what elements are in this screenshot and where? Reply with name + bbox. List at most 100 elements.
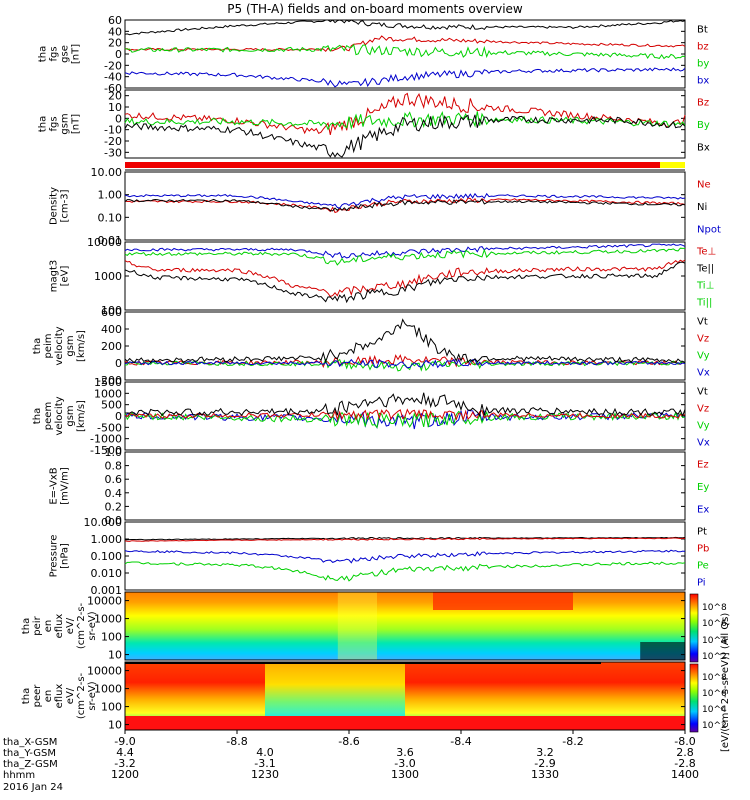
- series-temperature-Te||: [124, 261, 686, 304]
- x-row-3-value-3: 1330: [531, 768, 559, 781]
- colorbar-peer-tick-4: 10^2: [702, 721, 727, 731]
- y-tick-label-peem-velocity-3: 0: [115, 410, 122, 423]
- legend-pressure-3: Pi: [697, 578, 706, 589]
- peir-eflux-noise-region: [640, 642, 685, 660]
- y-tick-label-pressure-0: 10.000: [84, 516, 123, 529]
- y-tick-label-fgs-gsm-0: 20: [108, 90, 122, 103]
- y-tick-label-peem-velocity-2: 500: [101, 399, 122, 412]
- legend-fgs-gse-1: bz: [697, 42, 709, 53]
- legend-pressure-1: Pb: [697, 544, 709, 555]
- y-tick-label-pressure-2: 0.100: [91, 550, 123, 563]
- panel-frame-peer-eflux: [124, 661, 686, 731]
- x-row-label-0: tha_X-GSM: [3, 737, 57, 748]
- panel-frame-efield: [124, 451, 686, 521]
- y-tick-label-fgs-gsm-5: -30: [104, 146, 122, 159]
- x-row-label-1: tha_Y-GSM: [3, 748, 56, 759]
- series-temperature-Te⊥: [124, 259, 686, 298]
- y-label-peem-velocity-4: [km/s]: [76, 400, 87, 432]
- legend-temperature-1: Te||: [696, 264, 714, 275]
- x-row-label-3: hhmm: [3, 770, 35, 781]
- y-label-peir-eflux-4: eV/: [65, 617, 76, 634]
- x-tick-label-0: -9.0: [114, 735, 135, 748]
- y-label-peer-eflux-1: peer: [32, 684, 43, 708]
- quality-bar-yellow: [660, 162, 685, 168]
- y-tick-label-peem-velocity-0: 1500: [94, 376, 122, 389]
- y-label-peir-eflux-0: tha: [21, 618, 32, 634]
- legend-peim-velocity-2: Vy: [697, 351, 710, 362]
- y-tick-label-efield-4: 0.2: [105, 500, 123, 513]
- x-tick-label-4: -8.2: [562, 735, 583, 748]
- series-pressure-Pe: [124, 561, 686, 582]
- x-row-3-value-1: 1230: [251, 768, 279, 781]
- y-tick-label-fgs-gse-5: -40: [104, 71, 122, 84]
- x-row-1-value-0: 4.4: [116, 746, 134, 759]
- legend-peem-velocity-0: Vt: [697, 387, 708, 398]
- panel-frame-fgs-gsm: [124, 89, 686, 159]
- peir-eflux-hot-region: [433, 592, 573, 610]
- peir-eflux-dip-region: [337, 592, 377, 660]
- y-label-peem-velocity-3: gsm: [65, 405, 76, 426]
- x-row-2-value-3: -2.9: [534, 757, 555, 770]
- y-label-peir-eflux-6: sr-eV): [87, 611, 98, 640]
- y-label-fgs-gse-0: tha: [38, 46, 49, 62]
- y-label-peem-velocity-2: velocity: [54, 396, 65, 435]
- y-tick-label-peem-velocity-6: -1500: [90, 444, 122, 457]
- x-axis-labels: -9.0 -8.8 -8.6 -8.4 -8.2 -8.0 tha_X-GSMtha_Y-G…: [3, 730, 699, 793]
- legend-peem-velocity-1: Vz: [697, 404, 709, 415]
- x-row-1-value-4: 2.8: [676, 746, 694, 759]
- y-label-peim-velocity-1: peim: [43, 333, 54, 358]
- legend-temperature-2: Ti⊥: [696, 281, 714, 292]
- x-axis-date: 2016 Jan 24: [3, 782, 63, 793]
- series-peem-velocity-Vt: [124, 392, 686, 418]
- y-tick-label-peer-eflux-3: 10: [108, 719, 122, 732]
- legend-pressure-2: Pe: [697, 561, 709, 572]
- y-label-peim-velocity-2: velocity: [54, 326, 65, 365]
- series-fgs-gsm-Bx: [124, 114, 686, 158]
- y-tick-label-peem-velocity-1: 1000: [94, 387, 122, 400]
- panel-frame-temperature: [124, 241, 686, 311]
- y-label-pressure-1: [nPa]: [60, 543, 71, 569]
- series-peim-velocity-Vx: [124, 358, 686, 369]
- colorbar-peer-gradient: [689, 663, 699, 733]
- legend-peem-velocity-2: Vy: [697, 421, 710, 432]
- peir-eflux-spectrogram: [125, 592, 685, 660]
- y-label-peir-eflux-3: eflux: [54, 614, 65, 639]
- x-tick-label-1: -8.8: [226, 735, 247, 748]
- y-label-fgs-gsm-2: gsm: [60, 113, 71, 134]
- series-peim-velocity-Vz: [124, 354, 686, 369]
- y-tick-label-efield-5: 0.0: [105, 514, 123, 527]
- y-tick-label-peer-eflux-1: 1000: [94, 683, 122, 696]
- colorbar-peir-tick-3: 10^4: [702, 636, 727, 646]
- panel-peer-eflux: 10000 1000 100 10 tha peer en eflux eV/(cm^2-s-s…: [21, 661, 686, 732]
- y-label-peem-velocity-1: peem: [43, 402, 54, 430]
- series-pressure-Pi: [124, 549, 686, 564]
- legend-peem-velocity-3: Vx: [697, 438, 710, 449]
- y-label-fgs-gse-1: fgs: [49, 46, 60, 61]
- y-label-peer-eflux-3: eflux: [54, 684, 65, 709]
- legend-temperature-0: Te⊥: [696, 247, 716, 258]
- y-label-fgs-gsm-3: [nT]: [71, 114, 82, 134]
- legend-fgs-gse-2: by: [697, 59, 709, 70]
- legend-fgs-gse-0: Bt: [697, 25, 708, 36]
- y-label-temperature-0: magt3: [49, 260, 60, 293]
- legend-fgs-gsm-1: By: [697, 120, 710, 131]
- legend-peim-velocity-0: Vt: [697, 317, 708, 328]
- series-temperature-Ti||: [124, 247, 685, 266]
- colorbar-peer-tick-3: 10^4: [702, 705, 727, 715]
- series-pressure-Pb: [124, 537, 686, 542]
- y-tick-label-efield-0: 1.0: [105, 446, 123, 459]
- y-tick-label-fgs-gse-1: 40: [108, 25, 122, 38]
- legend-efield-0: Ez: [697, 459, 709, 470]
- panel-efield: 1.00.80.60.40.20.0 E=-VxB [mV/m] Ez Ey Ex: [49, 446, 710, 527]
- legend-density-1: Ni: [697, 202, 707, 213]
- legend-fgs-gsm-0: Bz: [697, 97, 709, 108]
- x-row-3-value-0: 1200: [111, 768, 139, 781]
- y-tick-label-fgs-gse-4: -20: [104, 59, 122, 72]
- legend-peim-velocity-1: Vz: [697, 334, 709, 345]
- y-label-fgs-gsm-0: tha: [38, 116, 49, 132]
- y-label-fgs-gse-3: [nT]: [71, 44, 82, 64]
- y-tick-label-peir-eflux-3: 10: [108, 649, 122, 662]
- x-tick-label-5: -8.0: [674, 735, 695, 748]
